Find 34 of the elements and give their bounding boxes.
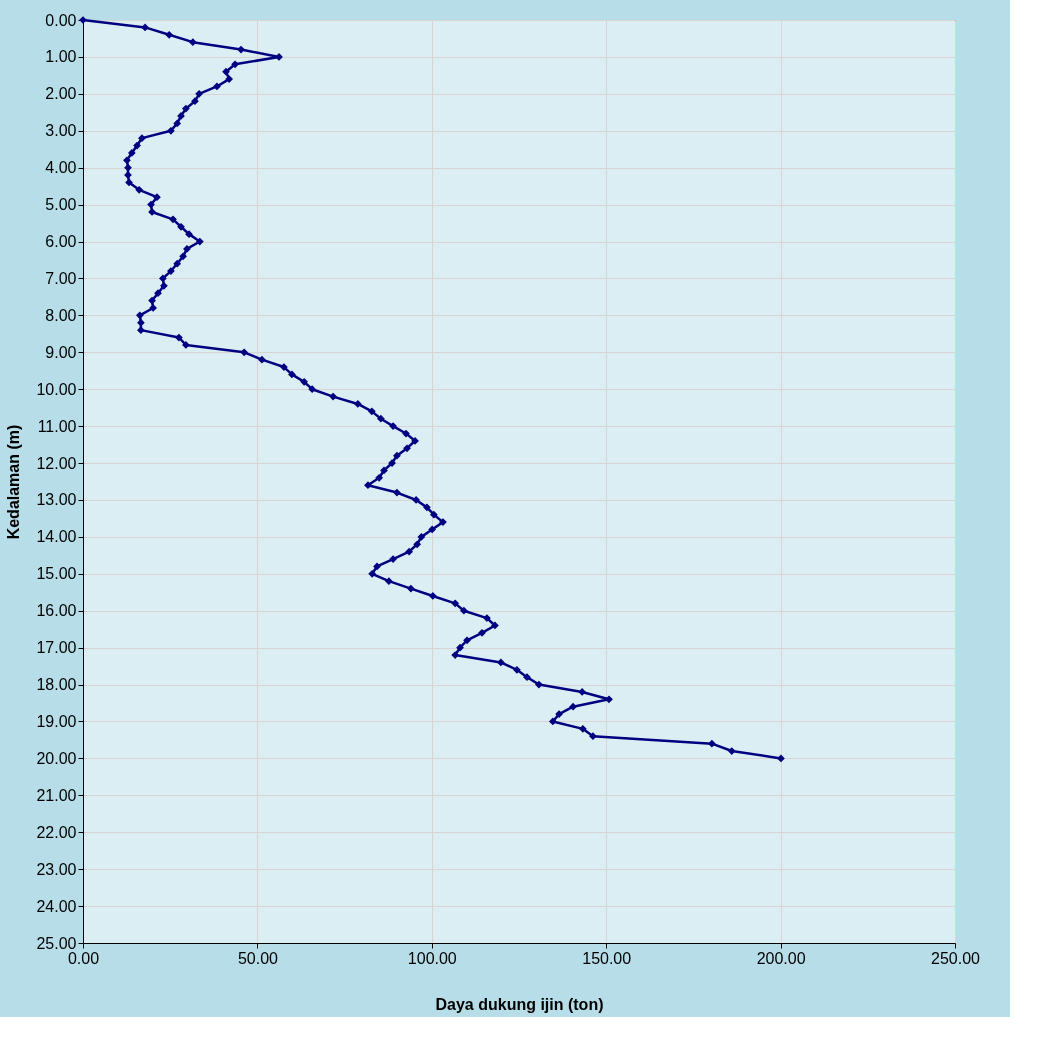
y-tick-label: 18.00	[36, 676, 77, 694]
y-tick-label: 21.00	[36, 786, 77, 804]
y-tick-label: 22.00	[36, 823, 77, 841]
y-tick-label: 9.00	[45, 343, 77, 361]
y-tick-label: 10.00	[36, 380, 77, 398]
y-tick-label: 8.00	[45, 306, 77, 324]
y-tick-label: 20.00	[36, 749, 77, 767]
y-tick-label: 1.00	[45, 48, 77, 66]
y-tick-label: 0.00	[45, 11, 77, 29]
y-tick-label: 15.00	[36, 565, 77, 583]
y-tick-label: 25.00	[36, 934, 77, 952]
x-tick-label: 0.00	[67, 949, 100, 967]
x-tick-label: 250.00	[931, 949, 981, 967]
x-tick-label: 200.00	[756, 949, 806, 967]
x-axis-title: Daya dukung ijin (ton)	[435, 995, 604, 1013]
y-tick-label: 3.00	[45, 122, 77, 140]
x-tick-label: 150.00	[582, 949, 632, 967]
y-axis-title: Kedalaman (m)	[5, 424, 23, 540]
y-tick-label: 23.00	[36, 860, 77, 878]
y-tick-label: 7.00	[45, 269, 77, 287]
y-tick-label: 6.00	[45, 233, 77, 251]
y-tick-label: 2.00	[45, 85, 77, 103]
x-tick-label: 100.00	[407, 949, 457, 967]
y-tick-label: 4.00	[45, 159, 77, 177]
y-tick-label: 12.00	[36, 454, 77, 472]
y-tick-label: 13.00	[36, 491, 77, 509]
y-tick-label: 14.00	[36, 528, 77, 546]
y-tick-label: 11.00	[37, 417, 77, 435]
y-tick-label: 19.00	[36, 712, 77, 730]
y-tick-label: 5.00	[45, 196, 77, 214]
y-tick-label: 24.00	[36, 897, 77, 915]
x-tick-label: 50.00	[237, 949, 279, 967]
y-tick-label: 17.00	[36, 639, 77, 657]
y-tick-label: 16.00	[36, 602, 77, 620]
